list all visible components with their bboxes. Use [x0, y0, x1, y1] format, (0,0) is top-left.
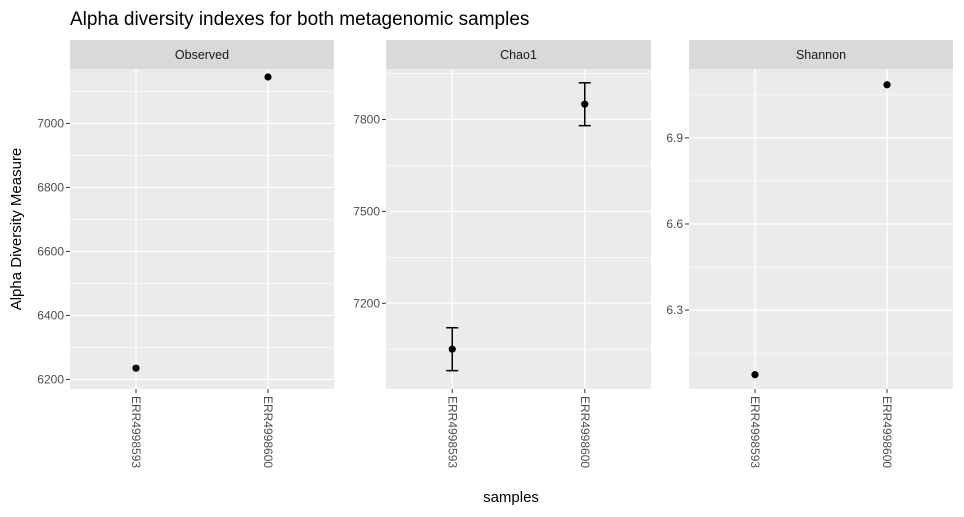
strip-observed	[70, 40, 334, 69]
data-point-shannon	[751, 371, 759, 379]
panel-background-observed	[70, 69, 334, 389]
x-tick-label-observed: ERR4998600	[261, 396, 275, 468]
y-tick-label-chao1: 7200	[353, 296, 380, 310]
y-tick-label-chao1: 7800	[353, 113, 380, 127]
panel-background-chao1	[386, 69, 651, 389]
y-axis-title: Alpha Diversity Measure	[8, 148, 25, 311]
x-tick-label-shannon: ERR4998600	[880, 396, 894, 468]
y-tick-label-observed: 7000	[37, 116, 64, 130]
panel-background-shannon	[689, 69, 953, 389]
facet-panels: Observed 6200 6400 6600 6800 7000 ERR4998593 ER…	[37, 40, 953, 468]
data-point-chao1	[581, 100, 589, 108]
x-axis-title: samples	[483, 489, 539, 506]
chart-title: Alpha diversity indexes for both metagen…	[70, 9, 529, 30]
y-tick-label-observed: 6200	[37, 372, 64, 386]
y-tick-label-observed: 6600	[37, 244, 64, 258]
y-tick-label-chao1: 7500	[353, 204, 380, 218]
x-tick-label-chao1: ERR4998600	[578, 396, 592, 468]
x-tick-label-shannon: ERR4998593	[748, 396, 762, 468]
y-tick-label-shannon: 6.3	[666, 303, 683, 317]
y-tick-label-shannon: 6.6	[666, 217, 683, 231]
strip-shannon	[689, 40, 953, 69]
x-tick-label-observed: ERR4998593	[129, 396, 143, 468]
strip-label-shannon: Shannon	[796, 48, 846, 62]
strip-chao1	[386, 40, 651, 69]
data-point-shannon	[883, 81, 891, 89]
y-tick-label-observed: 6800	[37, 180, 64, 194]
data-point-observed	[264, 73, 272, 81]
data-point-chao1	[448, 345, 456, 353]
x-tick-label-chao1: ERR4998593	[445, 396, 459, 468]
strip-label-chao1: Chao1	[500, 48, 537, 62]
y-tick-label-shannon: 6.9	[666, 131, 683, 145]
data-point-observed	[132, 364, 140, 372]
y-tick-label-observed: 6400	[37, 308, 64, 322]
strip-label-observed: Observed	[175, 48, 229, 62]
